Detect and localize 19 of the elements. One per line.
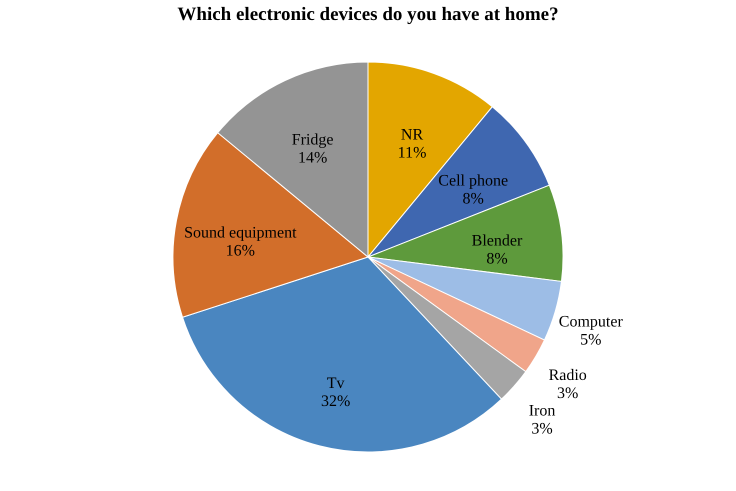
data-label: 11% (398, 144, 426, 162)
data-label: 5% (580, 332, 602, 349)
slice-label: Iron (528, 402, 556, 420)
chart-title: Which electronic devices do you have at home? (177, 4, 559, 25)
data-label: 3% (557, 385, 578, 402)
slice-label: Fridge (292, 131, 334, 148)
slice-label: Tv (326, 374, 345, 392)
slice-label: Sound equipment (184, 224, 298, 242)
data-label: 14% (298, 149, 328, 166)
slice-label: Cell phone (438, 172, 508, 190)
data-label: 16% (226, 242, 255, 260)
slice-label: Computer (558, 314, 624, 331)
data-label: 3% (531, 420, 553, 438)
data-label: 8% (462, 190, 484, 208)
data-label: 32% (321, 392, 350, 410)
slice-label: NR (400, 126, 424, 144)
slice-label: Blender (472, 232, 523, 250)
data-label: 8% (486, 250, 508, 268)
slice-label: Radio (548, 367, 587, 384)
